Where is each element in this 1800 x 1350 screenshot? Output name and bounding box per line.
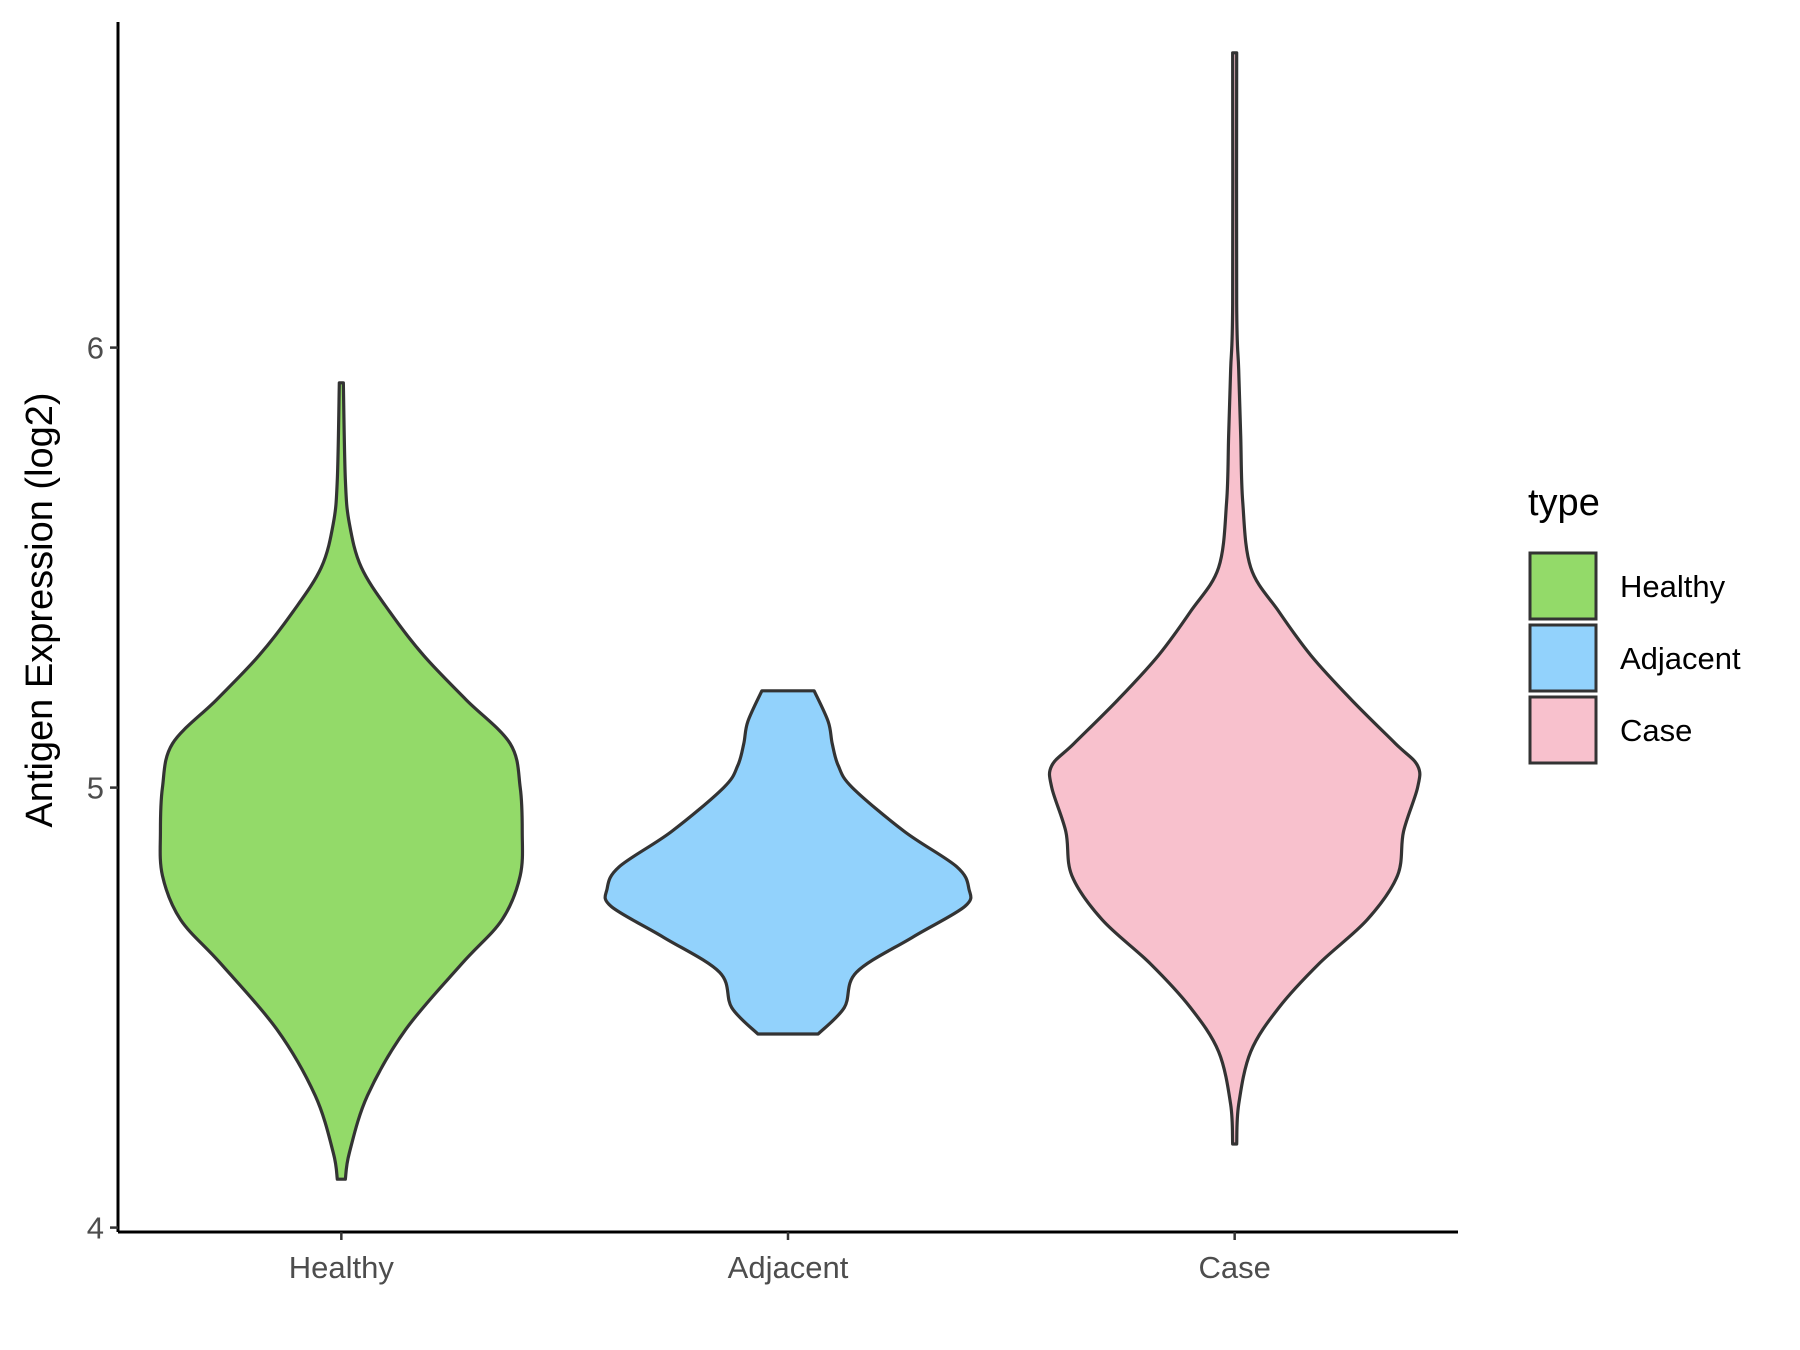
violin-case xyxy=(1047,51,1422,1146)
legend-label-case: Case xyxy=(1620,713,1692,748)
x-tick-label: Adjacent xyxy=(728,1250,849,1285)
y-tick-label: 6 xyxy=(87,331,104,366)
legend-key-case xyxy=(1528,695,1598,765)
legend-label-adjacent: Adjacent xyxy=(1620,641,1741,676)
violin-healthy xyxy=(158,381,525,1181)
violins-layer xyxy=(158,51,1422,1181)
violin-adjacent xyxy=(603,689,973,1036)
x-tick-label: Healthy xyxy=(289,1250,395,1285)
y-tick-label: 4 xyxy=(87,1211,104,1246)
legend-key-healthy xyxy=(1528,551,1598,621)
legend-label-healthy: Healthy xyxy=(1620,569,1726,604)
legend-title: type xyxy=(1528,482,1600,524)
axes-layer: 4 5 6 Healthy Adjacent Case xyxy=(87,22,1458,1285)
x-tick-label: Case xyxy=(1198,1250,1270,1285)
y-tick-label: 5 xyxy=(87,771,104,806)
legend-key-adjacent xyxy=(1528,623,1598,693)
legend: type Healthy Adjacent Case xyxy=(1528,482,1741,765)
y-axis-title: Antigen Expression (log2) xyxy=(19,392,61,827)
